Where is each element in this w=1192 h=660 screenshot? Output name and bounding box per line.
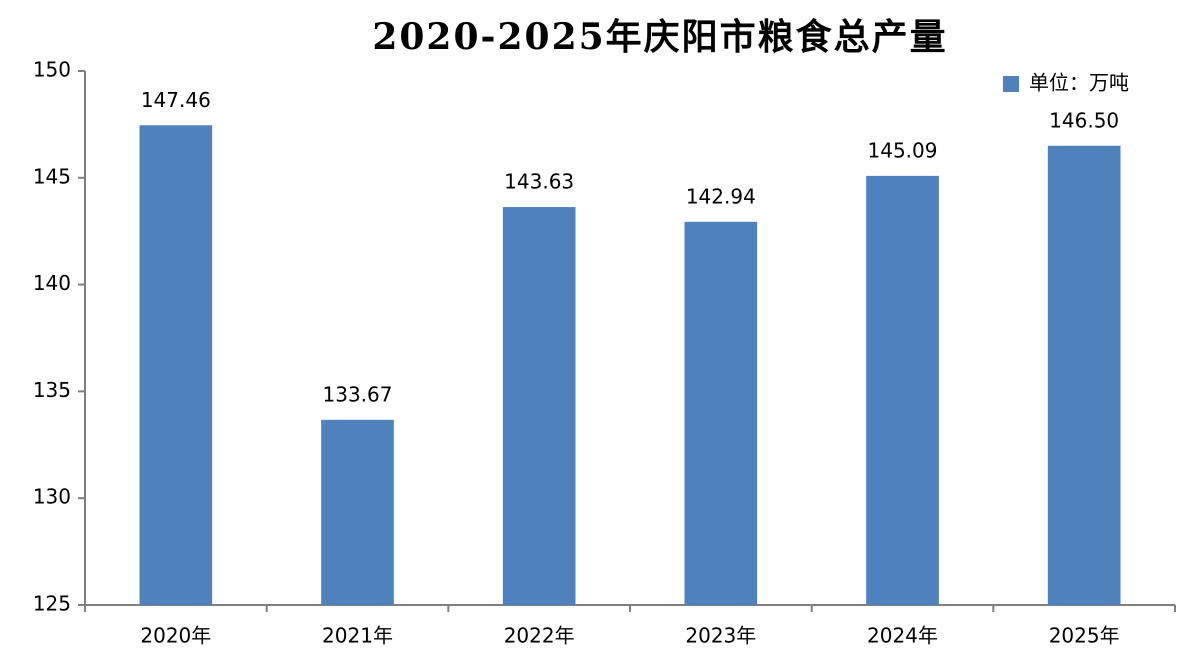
x-tick-label: 2025年 [1049, 624, 1120, 648]
data-label: 143.63 [504, 170, 574, 194]
legend-swatch [1003, 76, 1019, 92]
data-label: 145.09 [868, 138, 938, 162]
chart-title: 2020-2025年庆阳市粮食总产量 [372, 16, 947, 58]
bar [502, 207, 576, 605]
bar [684, 221, 758, 605]
bar [866, 175, 939, 605]
y-tick-label: 140 [33, 271, 71, 295]
y-tick-label: 145 [33, 164, 71, 188]
data-label: 147.46 [141, 88, 211, 112]
y-tick-label: 150 [33, 58, 71, 82]
bar [1047, 145, 1121, 605]
x-tick-label: 2024年 [867, 624, 938, 648]
x-tick-label: 2021年 [322, 624, 393, 648]
bar [139, 125, 213, 606]
x-tick-label: 2020年 [140, 624, 211, 648]
y-tick-label: 125 [33, 592, 71, 616]
data-label: 146.50 [1049, 108, 1119, 132]
bar [321, 419, 394, 605]
x-tick-label: 2022年 [504, 624, 575, 648]
y-tick-label: 130 [33, 485, 71, 509]
data-label: 133.67 [323, 382, 393, 406]
y-tick-label: 135 [33, 378, 71, 402]
x-tick-label: 2023年 [685, 624, 756, 648]
data-label: 142.94 [686, 184, 756, 208]
legend-label: 单位：万吨 [1029, 71, 1129, 95]
